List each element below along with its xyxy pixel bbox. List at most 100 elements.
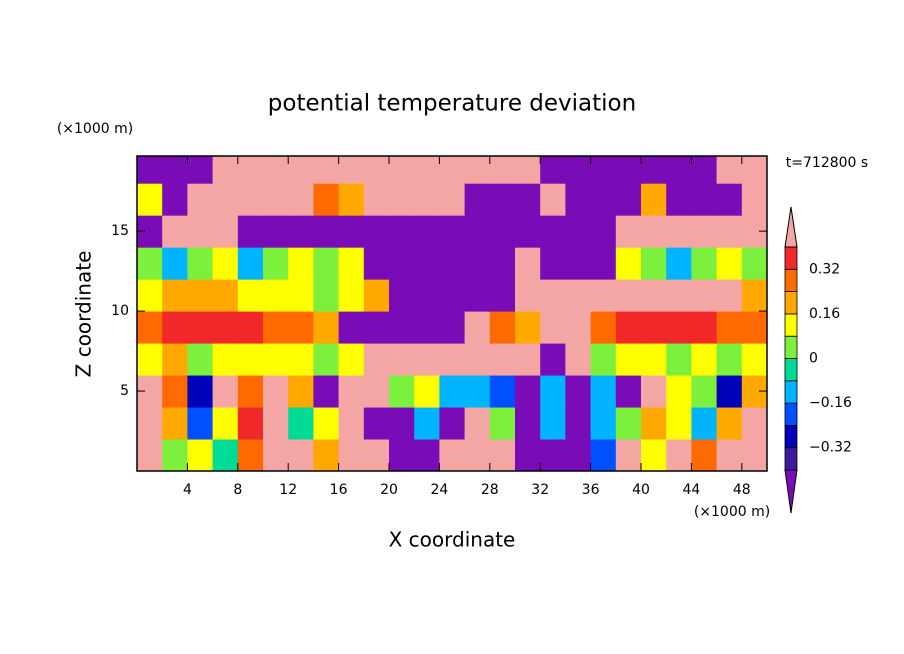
contour-cell [338, 439, 365, 472]
contour-cell [439, 247, 466, 280]
contour-cell [515, 375, 541, 408]
contour-cell [162, 156, 188, 184]
contour-cell [515, 407, 541, 440]
contour-cell [237, 279, 264, 312]
contour-cell [263, 343, 289, 376]
x-tick-label: 8 [233, 482, 242, 498]
contour-cell [540, 279, 566, 312]
contour-cell [439, 215, 466, 248]
contour-cell [137, 407, 163, 440]
contour-cell [389, 407, 415, 440]
contour-cell [237, 407, 264, 440]
contour-cell [263, 156, 289, 184]
contour-cell [137, 279, 163, 312]
contour-cell [666, 183, 692, 216]
contour-cell [363, 183, 390, 216]
contour-cell [641, 279, 667, 312]
contour-cell [489, 156, 516, 184]
contour-cell [187, 183, 214, 216]
contour-cell [741, 156, 768, 184]
contour-cell [590, 215, 617, 248]
contour-cell [187, 407, 214, 440]
contour-cell [389, 375, 415, 408]
contour-cell [237, 156, 264, 184]
contour-cell [464, 183, 491, 216]
contour-cell [489, 343, 516, 376]
contour-cell [137, 183, 163, 216]
contour-cell [237, 215, 264, 248]
contour-cell [641, 407, 667, 440]
contour-cell [666, 311, 692, 344]
colorbar-tick-label: −0.32 [809, 440, 852, 456]
contour-cell [590, 156, 617, 184]
contour-cell [313, 343, 340, 376]
contour-cell [237, 183, 264, 216]
contour-cell [615, 407, 642, 440]
contour-cell [515, 156, 541, 184]
contour-cell [691, 156, 718, 184]
contour-cell [565, 375, 592, 408]
contour-cell [187, 215, 214, 248]
contour-cell [666, 439, 692, 472]
x-tick-label: 24 [430, 482, 448, 498]
contour-cell [615, 311, 642, 344]
contour-cell [691, 247, 718, 280]
contour-cell [741, 183, 768, 216]
x-tick-label: 12 [279, 482, 297, 498]
contour-cell [641, 156, 667, 184]
contour-cell [414, 247, 440, 280]
contour-cell [590, 439, 617, 472]
contour-cell [212, 183, 239, 216]
contour-cell [615, 343, 642, 376]
contour-cell [464, 439, 491, 472]
contour-cell [741, 407, 768, 440]
contour-cell [489, 183, 516, 216]
contour-cell [414, 375, 440, 408]
contour-cell [288, 247, 314, 280]
contour-cell [389, 215, 415, 248]
contour-cell [338, 247, 365, 280]
contour-cell [414, 279, 440, 312]
contour-cell [212, 439, 239, 472]
plot-frame [136, 155, 768, 472]
y-tick-label: 15 [111, 223, 129, 239]
contour-cell [363, 407, 390, 440]
contour-cell [187, 439, 214, 472]
contour-cell [716, 311, 743, 344]
contour-cell [741, 439, 768, 472]
colorbar-box [784, 335, 798, 359]
contour-cell [515, 343, 541, 376]
colorbar-box [784, 402, 798, 426]
contour-cell [212, 279, 239, 312]
contour-cell [565, 439, 592, 472]
contour-cell [641, 343, 667, 376]
contour-cell [288, 343, 314, 376]
contour-cell [716, 279, 743, 312]
contour-cell [288, 311, 314, 344]
contour-cell [565, 247, 592, 280]
contour-cell [162, 375, 188, 408]
contour-cell [540, 343, 566, 376]
contour-cell [414, 183, 440, 216]
contour-cell [137, 439, 163, 472]
contour-cell [565, 343, 592, 376]
contour-cell [212, 407, 239, 440]
contour-cell [464, 343, 491, 376]
colorbar-tick-label: 0.16 [809, 306, 840, 322]
colorbar-box [784, 447, 798, 471]
contour-cell [363, 279, 390, 312]
contour-cell [666, 343, 692, 376]
contour-cell [137, 247, 163, 280]
contour-cell [162, 183, 188, 216]
contour-cell [162, 343, 188, 376]
contour-cell [615, 215, 642, 248]
contour-cell [263, 279, 289, 312]
x-tick-label: 48 [733, 482, 751, 498]
contour-cell [439, 439, 466, 472]
contour-cell [439, 311, 466, 344]
contour-cell [187, 311, 214, 344]
contour-cell [641, 311, 667, 344]
x-tick-label: 40 [632, 482, 650, 498]
contour-cell [641, 183, 667, 216]
